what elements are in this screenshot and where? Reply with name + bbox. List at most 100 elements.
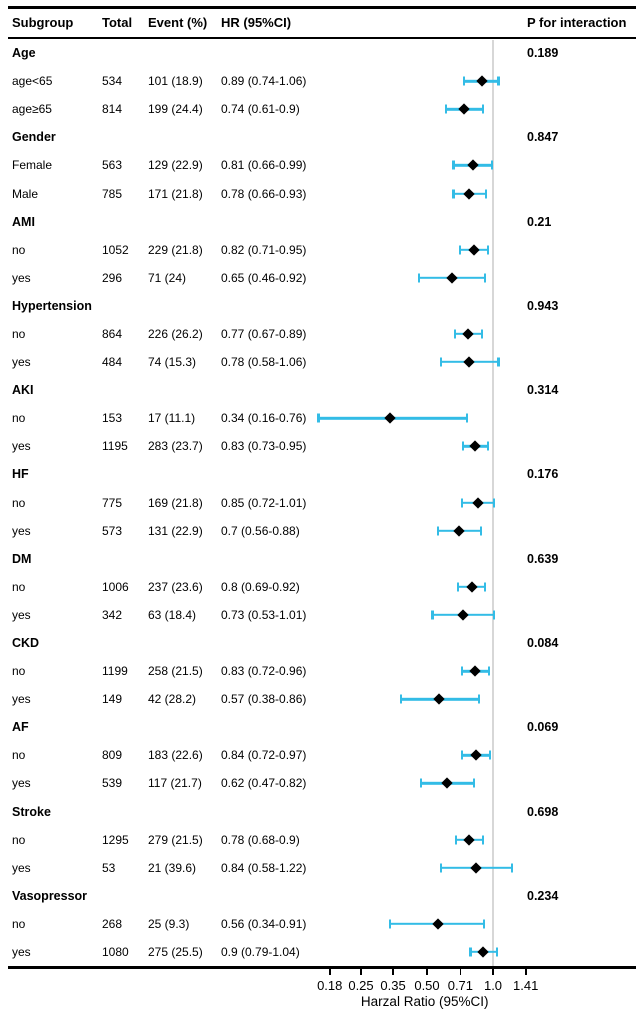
subgroup-label: yes: [12, 776, 31, 791]
ci-cap-right: [490, 160, 494, 170]
event-value: 63 (18.4): [148, 607, 197, 622]
subgroup-label: no: [12, 664, 26, 679]
column-header-total: Total: [102, 15, 133, 30]
hr-point-marker: [441, 777, 454, 790]
total-value: 342: [102, 607, 123, 622]
event-value: 74 (15.3): [148, 355, 197, 370]
ci-cap-right: [510, 863, 514, 873]
hr-point-marker: [469, 665, 481, 677]
hr-ci-text: 0.77 (0.67-0.89): [221, 326, 307, 341]
event-value: 229 (21.8): [148, 242, 203, 257]
event-value: 101 (18.9): [148, 74, 203, 89]
ci-cap-left: [463, 76, 466, 86]
hr-ci-text: 0.83 (0.72-0.96): [221, 664, 307, 679]
hr-ci-text: 0.78 (0.66-0.93): [221, 186, 307, 201]
subgroup-label: yes: [12, 607, 31, 622]
hr-ci-text: 0.83 (0.73-0.95): [221, 439, 307, 454]
hr-ci-text: 0.57 (0.38-0.86): [221, 692, 307, 707]
hr-ci-text: 0.78 (0.58-1.06): [221, 355, 307, 370]
group-header-row: AMI 0.21: [0, 208, 644, 236]
total-value: 534: [102, 74, 123, 89]
event-value: 117 (21.7): [148, 776, 202, 791]
top-rule: [8, 6, 636, 9]
x-axis-tick: [328, 968, 331, 975]
hr-ci-text: 0.78 (0.68-0.9): [221, 832, 300, 847]
subgroup-label: no: [12, 495, 26, 510]
subgroup-label: yes: [12, 355, 31, 370]
hr-point-marker: [432, 918, 444, 930]
subgroup-row: no 775 169 (21.8) 0.85 (0.72-1.01): [0, 489, 644, 517]
ci-cap-right: [482, 919, 486, 929]
total-value: 1295: [102, 832, 129, 847]
total-value: 268: [102, 916, 123, 931]
group-label: AF: [12, 720, 29, 735]
ci-cap-left: [461, 441, 465, 451]
group-label: Hypertension: [12, 298, 92, 313]
ci-cap-right: [479, 526, 482, 536]
total-value: 539: [102, 776, 123, 791]
p-interaction-value: 0.084: [527, 635, 559, 650]
subgroup-label: yes: [12, 692, 31, 707]
ci-cap-left: [399, 694, 402, 704]
ci-cap-left: [431, 610, 434, 620]
subgroup-row: no 153 17 (11.1) 0.34 (0.16-0.76): [0, 404, 644, 432]
x-axis-tick: [360, 968, 362, 975]
subgroup-label: Male: [12, 186, 39, 201]
group-label: Gender: [12, 130, 56, 145]
subgroup-row: yes 149 42 (28.2) 0.57 (0.38-0.86): [0, 685, 644, 713]
ci-cap-left: [459, 245, 462, 255]
ci-cap-left: [317, 413, 320, 423]
hr-point-marker: [469, 440, 481, 453]
ci-cap-right: [495, 947, 498, 957]
group-header-row: Vasopressor 0.234: [0, 882, 644, 910]
ci-cap-right: [481, 835, 485, 845]
column-header-subgroup: Subgroup: [12, 15, 74, 30]
p-interaction-value: 0.189: [527, 45, 559, 60]
hr-point-marker: [463, 187, 475, 200]
hr-ci-text: 0.85 (0.72-1.01): [221, 495, 307, 510]
p-interaction-value: 0.943: [527, 298, 559, 313]
ci-cap-left: [453, 329, 456, 339]
group-header-row: Stroke 0.698: [0, 798, 644, 826]
hr-ci-text: 0.84 (0.72-0.97): [221, 748, 307, 763]
x-axis-tick-label: 1.0: [483, 978, 503, 993]
hr-point-marker: [446, 272, 458, 284]
ci-cap-right: [483, 582, 487, 592]
subgroup-row: yes 53 21 (39.6) 0.84 (0.58-1.22): [0, 854, 644, 882]
ci-cap-right: [497, 357, 500, 367]
column-header-hr: HR (95%CI): [221, 15, 292, 30]
hr-point-marker: [476, 75, 488, 87]
group-label: Vasopressor: [12, 888, 88, 903]
ci-cap-right: [484, 189, 488, 199]
subgroup-row: no 268 25 (9.3) 0.56 (0.34-0.91): [0, 910, 644, 938]
p-interaction-value: 0.069: [527, 720, 559, 735]
total-value: 149: [102, 692, 123, 707]
ci-cap-right: [477, 694, 480, 704]
hr-ci-text: 0.8 (0.69-0.92): [221, 579, 300, 594]
total-value: 53: [102, 860, 116, 875]
ci-cap-left: [455, 835, 458, 845]
group-header-row: CKD 0.084: [0, 629, 644, 657]
hr-point-marker: [466, 581, 478, 593]
event-value: 25 (9.3): [148, 916, 190, 931]
ci-cap-right: [492, 610, 496, 620]
total-value: 153: [102, 411, 123, 426]
subgroup-label: yes: [12, 860, 31, 875]
x-axis-tick-label: 0.35: [380, 978, 406, 993]
event-value: 129 (22.9): [148, 158, 203, 173]
event-value: 42 (28.2): [148, 692, 197, 707]
total-value: 573: [102, 523, 123, 538]
total-value: 809: [102, 748, 123, 763]
subgroup-row: yes 484 74 (15.3) 0.78 (0.58-1.06): [0, 348, 644, 376]
total-value: 1199: [102, 664, 128, 679]
ci-cap-right: [473, 778, 476, 788]
total-value: 563: [102, 158, 123, 173]
subgroup-label: yes: [12, 439, 31, 454]
group-header-row: AKI 0.314: [0, 376, 644, 404]
group-label: CKD: [12, 635, 40, 650]
header-rule: [8, 37, 636, 39]
ci-cap-left: [436, 526, 439, 536]
hr-point-marker: [463, 834, 475, 846]
forest-rows: Age 0.189 age<65 534 101 (18.9) 0.89 (0.74-1.…: [0, 39, 644, 966]
